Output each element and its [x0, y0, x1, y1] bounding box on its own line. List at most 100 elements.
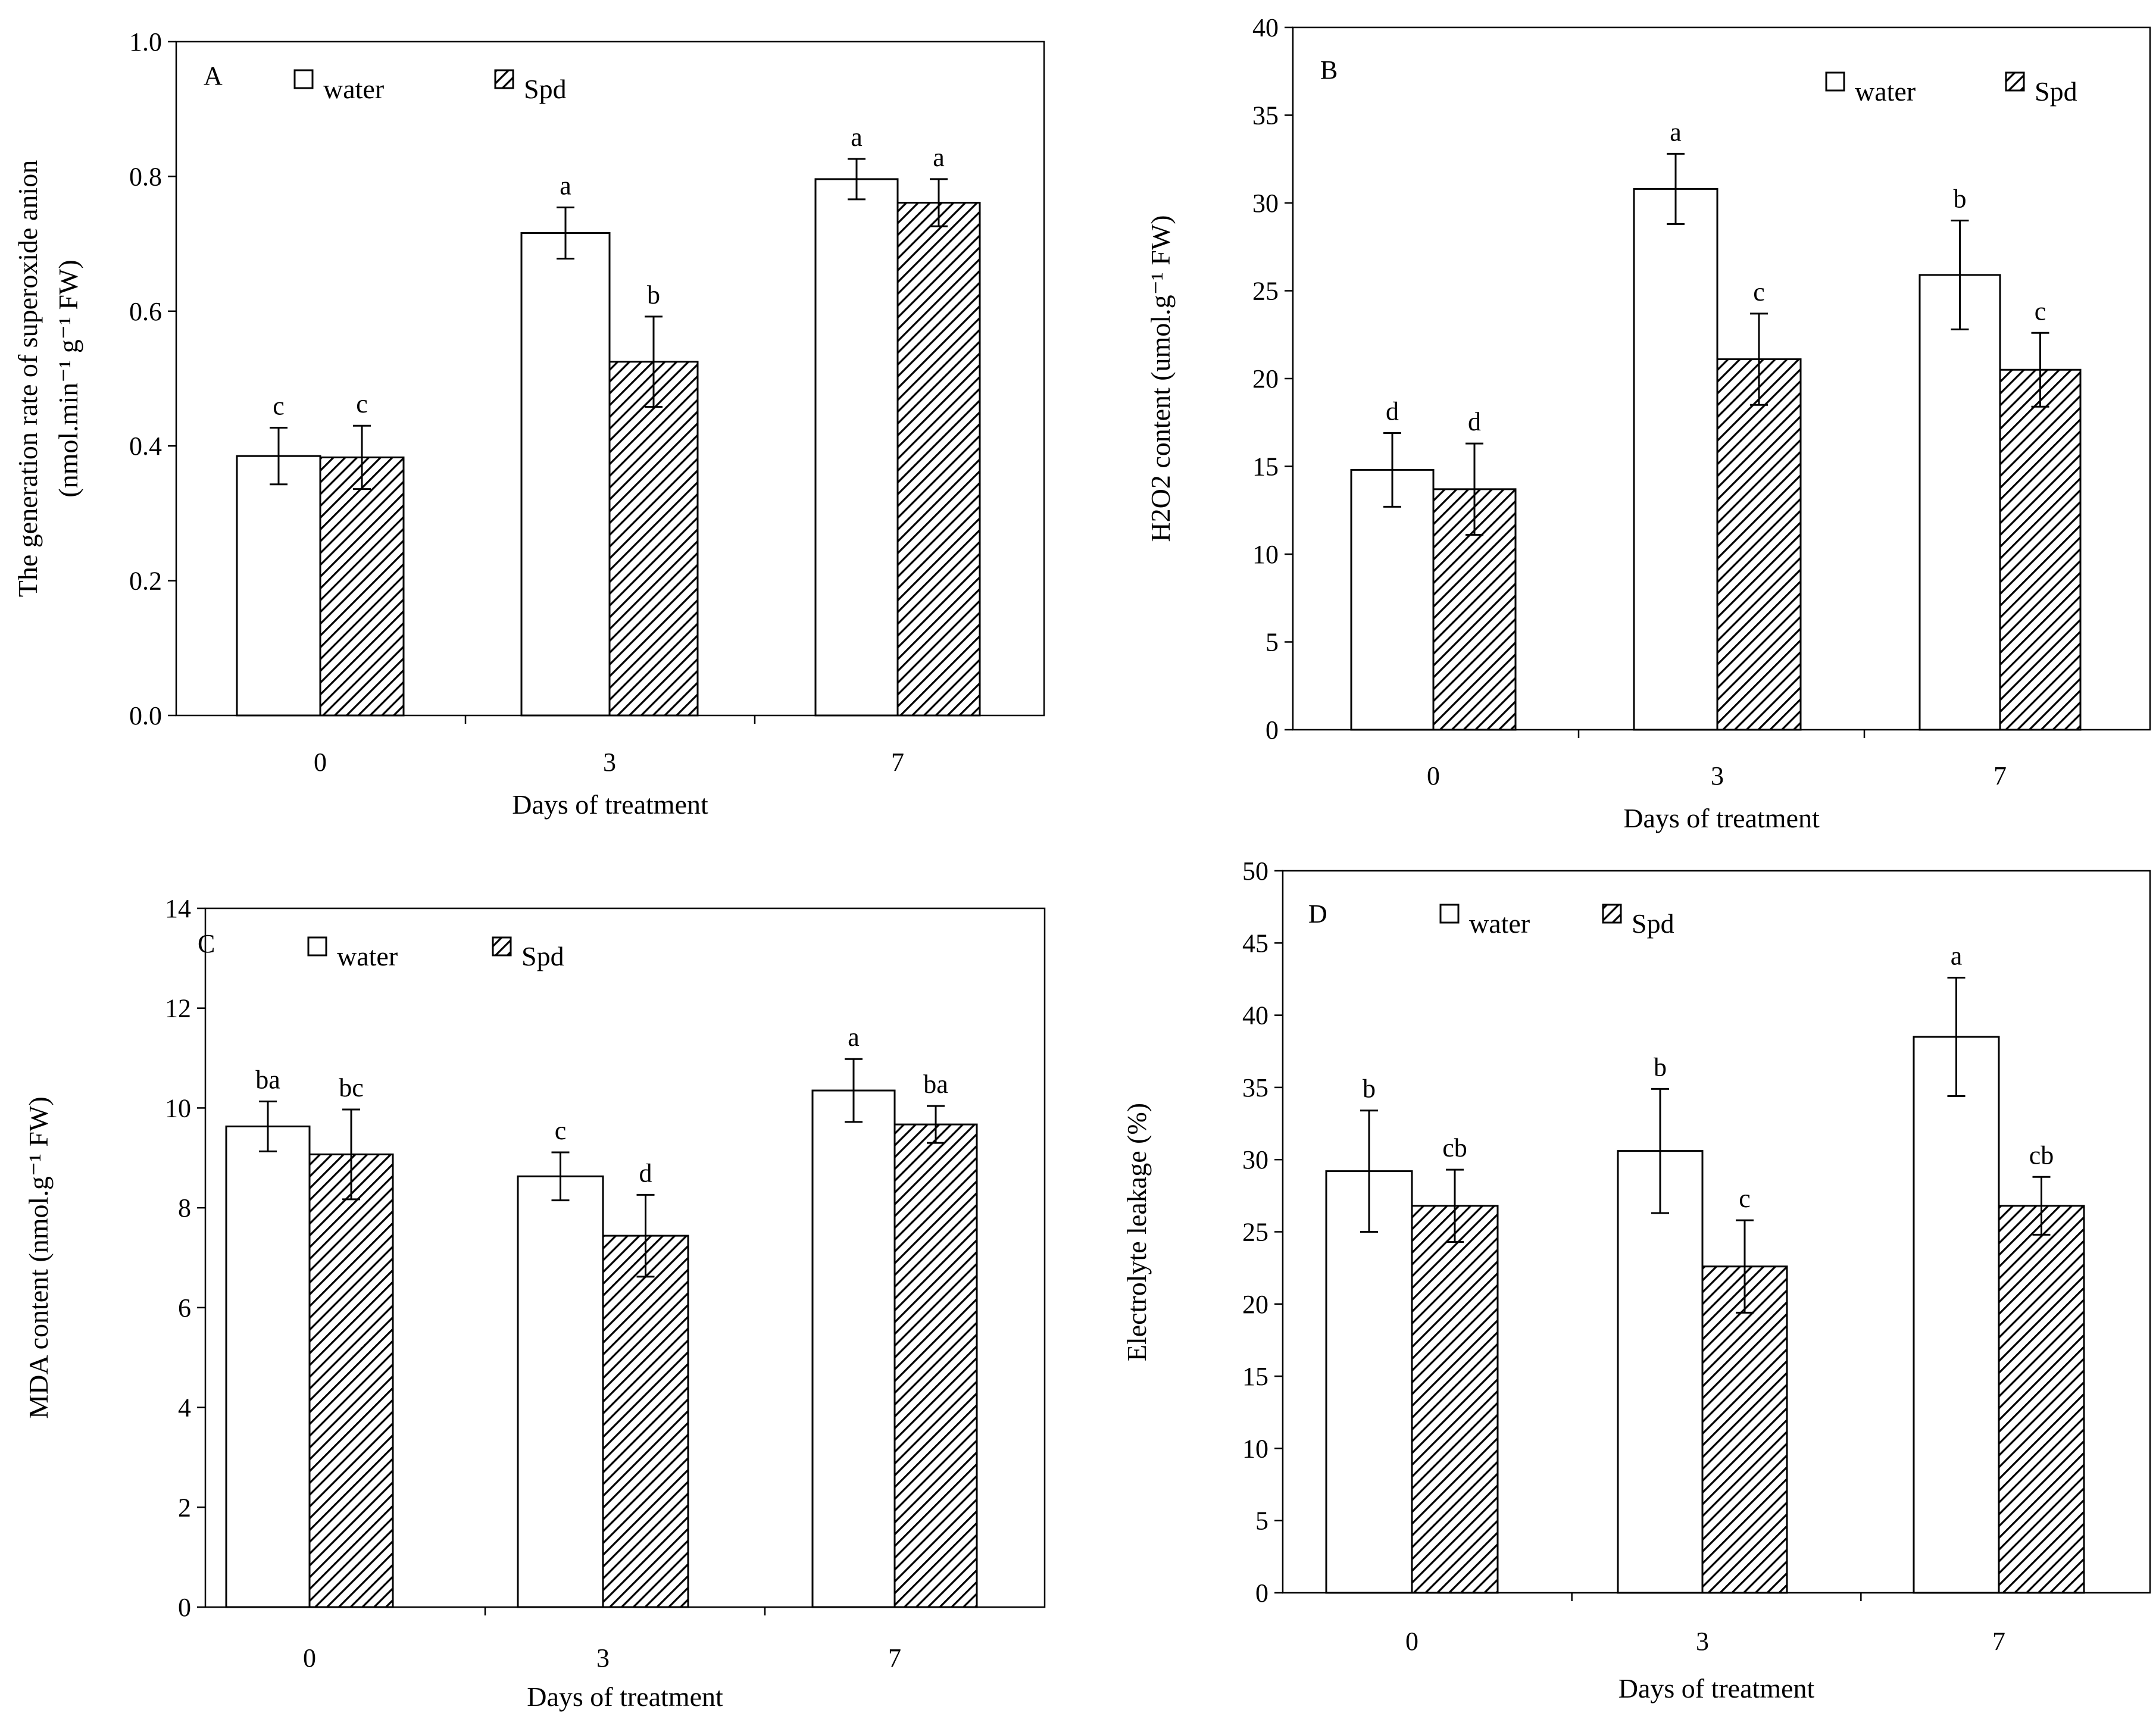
significance-label: b [1363, 1074, 1376, 1104]
y-tick-label: 0.8 [129, 162, 162, 191]
legend-swatch-water [307, 936, 327, 957]
y-tick-label: 0.6 [129, 297, 162, 326]
bar-spd-day-0 [308, 1153, 394, 1608]
legend-label-spd: Spd [2035, 76, 2077, 107]
bar-water-day-7 [811, 1089, 896, 1608]
y-tick-label: 0 [1255, 1579, 1268, 1608]
y-tick-label: 6 [178, 1293, 191, 1323]
panel-label: D [1308, 899, 1327, 929]
panel-b: 0 5 10 15 20 25 30 35 40 d d 0 a c 3 b c 7 Days of treatme… [1145, 13, 2151, 833]
significance-label: a [933, 143, 945, 172]
y-tick-label: 2 [178, 1493, 191, 1522]
significance-label: ba [255, 1065, 280, 1095]
y-tick-label: 1.0 [129, 27, 162, 57]
y-tick-label: 20 [1242, 1290, 1268, 1319]
y-tick-label: 14 [165, 894, 191, 923]
significance-label: b [1654, 1052, 1667, 1082]
y-tick-label: 5 [1255, 1507, 1268, 1536]
y-tick-label: 8 [178, 1193, 191, 1223]
y-tick-label: 40 [1242, 1001, 1268, 1030]
legend-label-water: water [337, 941, 398, 971]
y-tick-label: 30 [1252, 189, 1279, 218]
x-axis-title: Days of treatment [1623, 803, 1820, 833]
significance-label: b [647, 280, 660, 310]
y-tick-label: 25 [1252, 277, 1279, 306]
y-tick-label: 0 [178, 1593, 191, 1622]
bar-spd-day-3 [1701, 1265, 1788, 1594]
y-tick-label: 50 [1242, 857, 1268, 886]
significance-label: d [1386, 396, 1399, 426]
significance-label: c [356, 389, 368, 418]
significance-label: c [273, 392, 285, 421]
y-tick-label: 35 [1252, 101, 1279, 130]
y-tick-label: 30 [1242, 1145, 1268, 1174]
legend-swatch-spd [1602, 904, 1622, 924]
y-tick-label: 15 [1252, 452, 1279, 482]
y-tick-label: 12 [165, 994, 191, 1023]
significance-label: c [1753, 277, 1765, 307]
panel-d: 0 5 10 15 20 25 30 35 40 45 50 b cb 0 b c 3 a cb 7 Days of t… [1121, 857, 2151, 1704]
legend-swatch-water [1825, 71, 1845, 92]
significance-label: a [1951, 942, 1963, 971]
y-tick-label: 35 [1242, 1073, 1268, 1102]
bar-spd-day-7 [896, 202, 981, 717]
y-axis-title: MDA content (nmol.g⁻¹ FW) [23, 1096, 54, 1418]
y-tick-label: 10 [1252, 540, 1279, 569]
legend-label-water: water [1469, 908, 1530, 939]
significance-label: cb [1442, 1133, 1467, 1162]
bar-water-day-0 [236, 455, 321, 717]
legend-label-water: water [1855, 76, 1916, 107]
y-tick-label: 0 [1266, 715, 1279, 745]
x-category-label: 3 [1711, 761, 1724, 790]
y-tick-label: 45 [1242, 929, 1268, 958]
panel-a: 0.0 0.2 0.4 0.6 0.8 1.0 c c 0 a b 3 a a 7 Days of treat… [13, 27, 1045, 820]
legend-swatch-spd [2005, 71, 2025, 92]
bar-water-day-7 [1918, 274, 2001, 731]
bar-spd-day-0 [1411, 1205, 1499, 1594]
bar-water-day-3 [1617, 1150, 1704, 1594]
bar-water-day-0 [1350, 468, 1435, 731]
legend-swatch-spd [492, 936, 512, 957]
y-tick-label: 10 [165, 1093, 191, 1123]
bar-water-day-3 [517, 1175, 604, 1608]
bar-water-day-0 [225, 1125, 311, 1608]
significance-label: bc [339, 1073, 364, 1102]
bar-spd-day-0 [319, 456, 405, 717]
bar-spd-day-3 [1716, 358, 1802, 731]
significance-label: d [639, 1158, 652, 1187]
bar-spd-day-7 [893, 1123, 978, 1608]
y-tick-label: 10 [1242, 1434, 1268, 1463]
significance-label: d [1468, 407, 1481, 436]
y-tick-label: 5 [1266, 628, 1279, 657]
y-tick-label: 20 [1252, 364, 1279, 393]
bar-spd-day-7 [1999, 368, 2082, 731]
legend-label-spd: Spd [1632, 908, 1674, 939]
y-tick-label: 0.2 [129, 567, 162, 596]
x-category-label: 0 [1427, 761, 1440, 790]
significance-label: c [2035, 296, 2046, 326]
x-category-label: 7 [891, 748, 904, 777]
legend-label-water: water [323, 74, 384, 104]
panel-label: C [198, 929, 215, 958]
legend-swatch-water [1439, 904, 1460, 924]
significance-label: a [560, 171, 571, 200]
bar-water-day-3 [1633, 187, 1718, 731]
significance-label: a [851, 123, 863, 152]
y-axis-title: (nmol.min⁻¹ g⁻¹ FW) [53, 260, 83, 497]
x-axis-title: Days of treatment [1618, 1673, 1815, 1704]
x-category-label: 7 [888, 1643, 901, 1673]
x-category-label: 3 [1696, 1627, 1709, 1656]
panel-label: B [1320, 55, 1338, 85]
significance-label: b [1954, 185, 1967, 214]
bar-water-day-7 [1913, 1036, 2000, 1594]
y-tick-label: 0.4 [129, 432, 162, 461]
panel-label: A [204, 61, 223, 90]
significance-label: c [555, 1116, 567, 1145]
bar-water-day-7 [814, 178, 899, 717]
x-category-label: 0 [314, 748, 327, 777]
y-axis-title: The generation rate of superoxide anion [13, 160, 43, 597]
bar-spd-day-3 [608, 361, 699, 717]
bar-water-day-0 [1325, 1170, 1413, 1594]
y-tick-label: 40 [1252, 13, 1279, 42]
